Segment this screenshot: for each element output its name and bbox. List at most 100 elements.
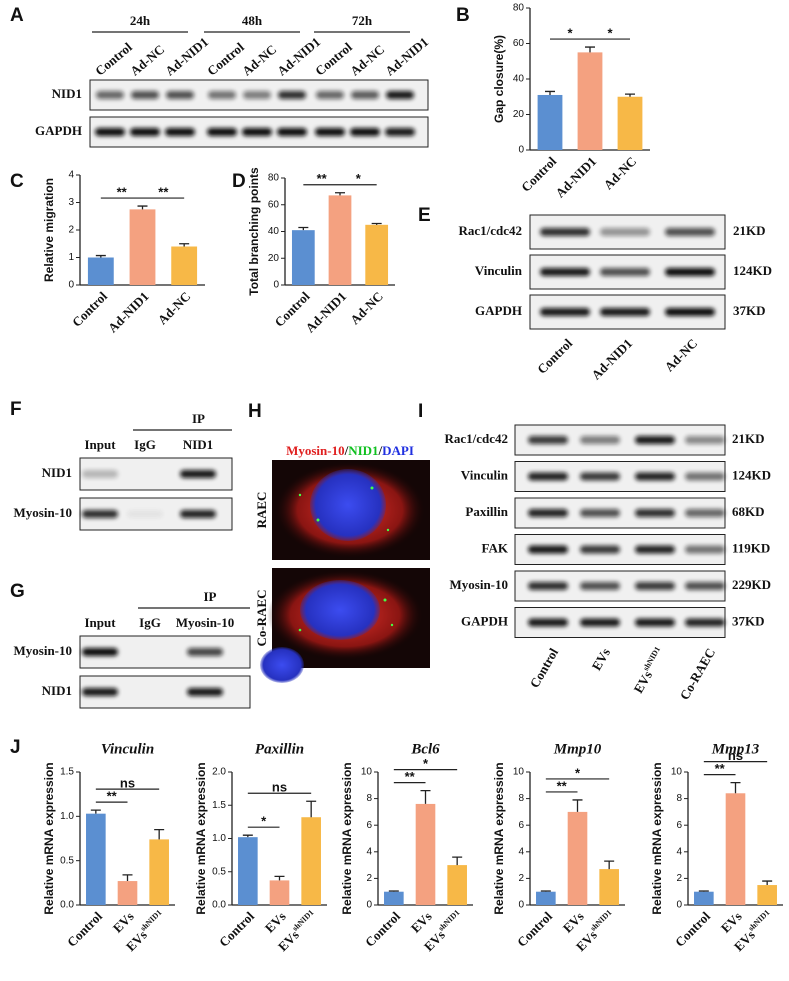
bar: [617, 96, 643, 150]
lane-label: Ad-NC: [347, 42, 387, 79]
error-bar: [242, 834, 253, 838]
blot-band: [166, 91, 194, 99]
y-tick-label: 6: [366, 820, 372, 831]
x-tick-label: Ad-NC: [155, 289, 194, 328]
row-label: NID1: [52, 86, 82, 101]
micrograph-co-raec: [260, 568, 430, 683]
sig-label: ns: [728, 748, 743, 763]
blot-band: [540, 228, 590, 236]
lane-label: Ad-NC: [662, 336, 701, 375]
bar: [238, 837, 258, 905]
bar: [694, 891, 714, 905]
x-tick-label: EVs: [560, 909, 587, 936]
blot-strip: [79, 497, 233, 531]
x-tick-label: EVs: [718, 909, 745, 936]
y-tick-label: 40: [268, 226, 280, 237]
blot-band: [82, 688, 118, 696]
y-tick-label: 0: [676, 900, 682, 911]
panel-letter: B: [456, 5, 470, 26]
sig-label: **: [557, 778, 568, 793]
y-tick-label: 2: [518, 873, 524, 884]
lane-label: Control: [534, 335, 575, 376]
blot-band: [528, 436, 568, 444]
y-tick-label: 3: [68, 197, 74, 208]
blot-band: [528, 618, 568, 627]
x-tick-label: EVs: [262, 909, 289, 936]
x-tick-label: EVs: [110, 909, 137, 936]
lane-label: Control: [92, 39, 135, 78]
blot-band: [580, 545, 620, 554]
size-label: 21KD: [732, 431, 765, 446]
blot-strip: [514, 607, 726, 638]
y-axis-label: Relative migration: [42, 178, 56, 282]
x-tick-label: Control: [216, 908, 257, 949]
bar: [757, 885, 777, 905]
blot-strip: [514, 461, 726, 492]
blot-band: [685, 545, 725, 554]
blot-band: [278, 91, 306, 99]
y-tick-label: 0: [273, 280, 279, 291]
panel-letter: J: [10, 737, 21, 758]
y-axis-label: Relative mRNA expression: [650, 762, 664, 914]
blot-band: [82, 510, 118, 518]
sig-label: ns: [120, 776, 135, 791]
stain-part: NID1: [348, 443, 378, 458]
y-tick-label: 80: [268, 173, 280, 184]
blot-band: [540, 308, 590, 316]
bar: [117, 881, 138, 905]
y-tick-label: 20: [268, 253, 280, 264]
error-bar: [179, 243, 190, 247]
bar: [129, 209, 156, 285]
bar: [725, 793, 746, 905]
chart-title: Paxillin: [255, 741, 304, 757]
bar: [567, 811, 588, 905]
y-tick-label: 0.5: [212, 866, 226, 877]
y-tick-label: 4: [518, 846, 524, 857]
panel-letter: A: [10, 5, 24, 26]
y-tick-label: 2: [676, 873, 682, 884]
error-bar: [604, 860, 615, 870]
error-bar: [335, 192, 345, 196]
x-tick-label: Ad-NID1: [302, 289, 349, 336]
row-label: NID1: [42, 465, 72, 480]
y-tick-label: 1.0: [60, 811, 74, 822]
lane-label: IgG: [139, 615, 161, 630]
y-tick-label: 0: [68, 280, 74, 291]
bar: [301, 817, 321, 905]
lane-label-sup: shNID1: [641, 645, 662, 672]
y-tick-label: 40: [513, 74, 525, 85]
y-tick-label: 0.0: [60, 900, 74, 911]
lane-label: Ad-NID1: [162, 34, 211, 78]
y-tick-label: 80: [513, 3, 525, 14]
bar: [87, 257, 114, 285]
blot-band: [165, 128, 195, 136]
error-bar: [452, 856, 463, 866]
x-tick-label-sup: shNID1: [746, 908, 771, 933]
blot-band: [528, 545, 568, 554]
blot-band: [600, 268, 650, 276]
size-label: 68KD: [732, 504, 765, 519]
error-bar: [625, 93, 635, 97]
y-tick-label: 4: [68, 170, 74, 181]
sig-label: *: [575, 765, 581, 780]
blot-band: [635, 472, 675, 481]
blot-strip: [79, 675, 251, 709]
x-tick-label: EVs: [408, 909, 435, 936]
blot-band: [635, 509, 675, 517]
blot-band: [580, 509, 620, 517]
panel-letter: E: [418, 205, 431, 226]
y-tick-label: 2: [68, 225, 74, 236]
y-tick-label: 8: [518, 793, 524, 804]
blot-band: [386, 91, 414, 99]
size-label: 124KD: [733, 263, 772, 278]
y-tick-label: 8: [366, 793, 372, 804]
y-tick-label: 2.0: [212, 767, 226, 778]
y-tick-label: 60: [513, 38, 525, 49]
x-tick-label: Ad-NC: [601, 154, 640, 193]
sig-label: **: [158, 185, 169, 200]
error-bar: [762, 880, 773, 886]
row-label: Paxillin: [465, 504, 508, 519]
y-axis-label: Relative mRNA expression: [340, 762, 354, 914]
sig-label: *: [261, 814, 267, 829]
lane-label: IgG: [134, 437, 156, 452]
